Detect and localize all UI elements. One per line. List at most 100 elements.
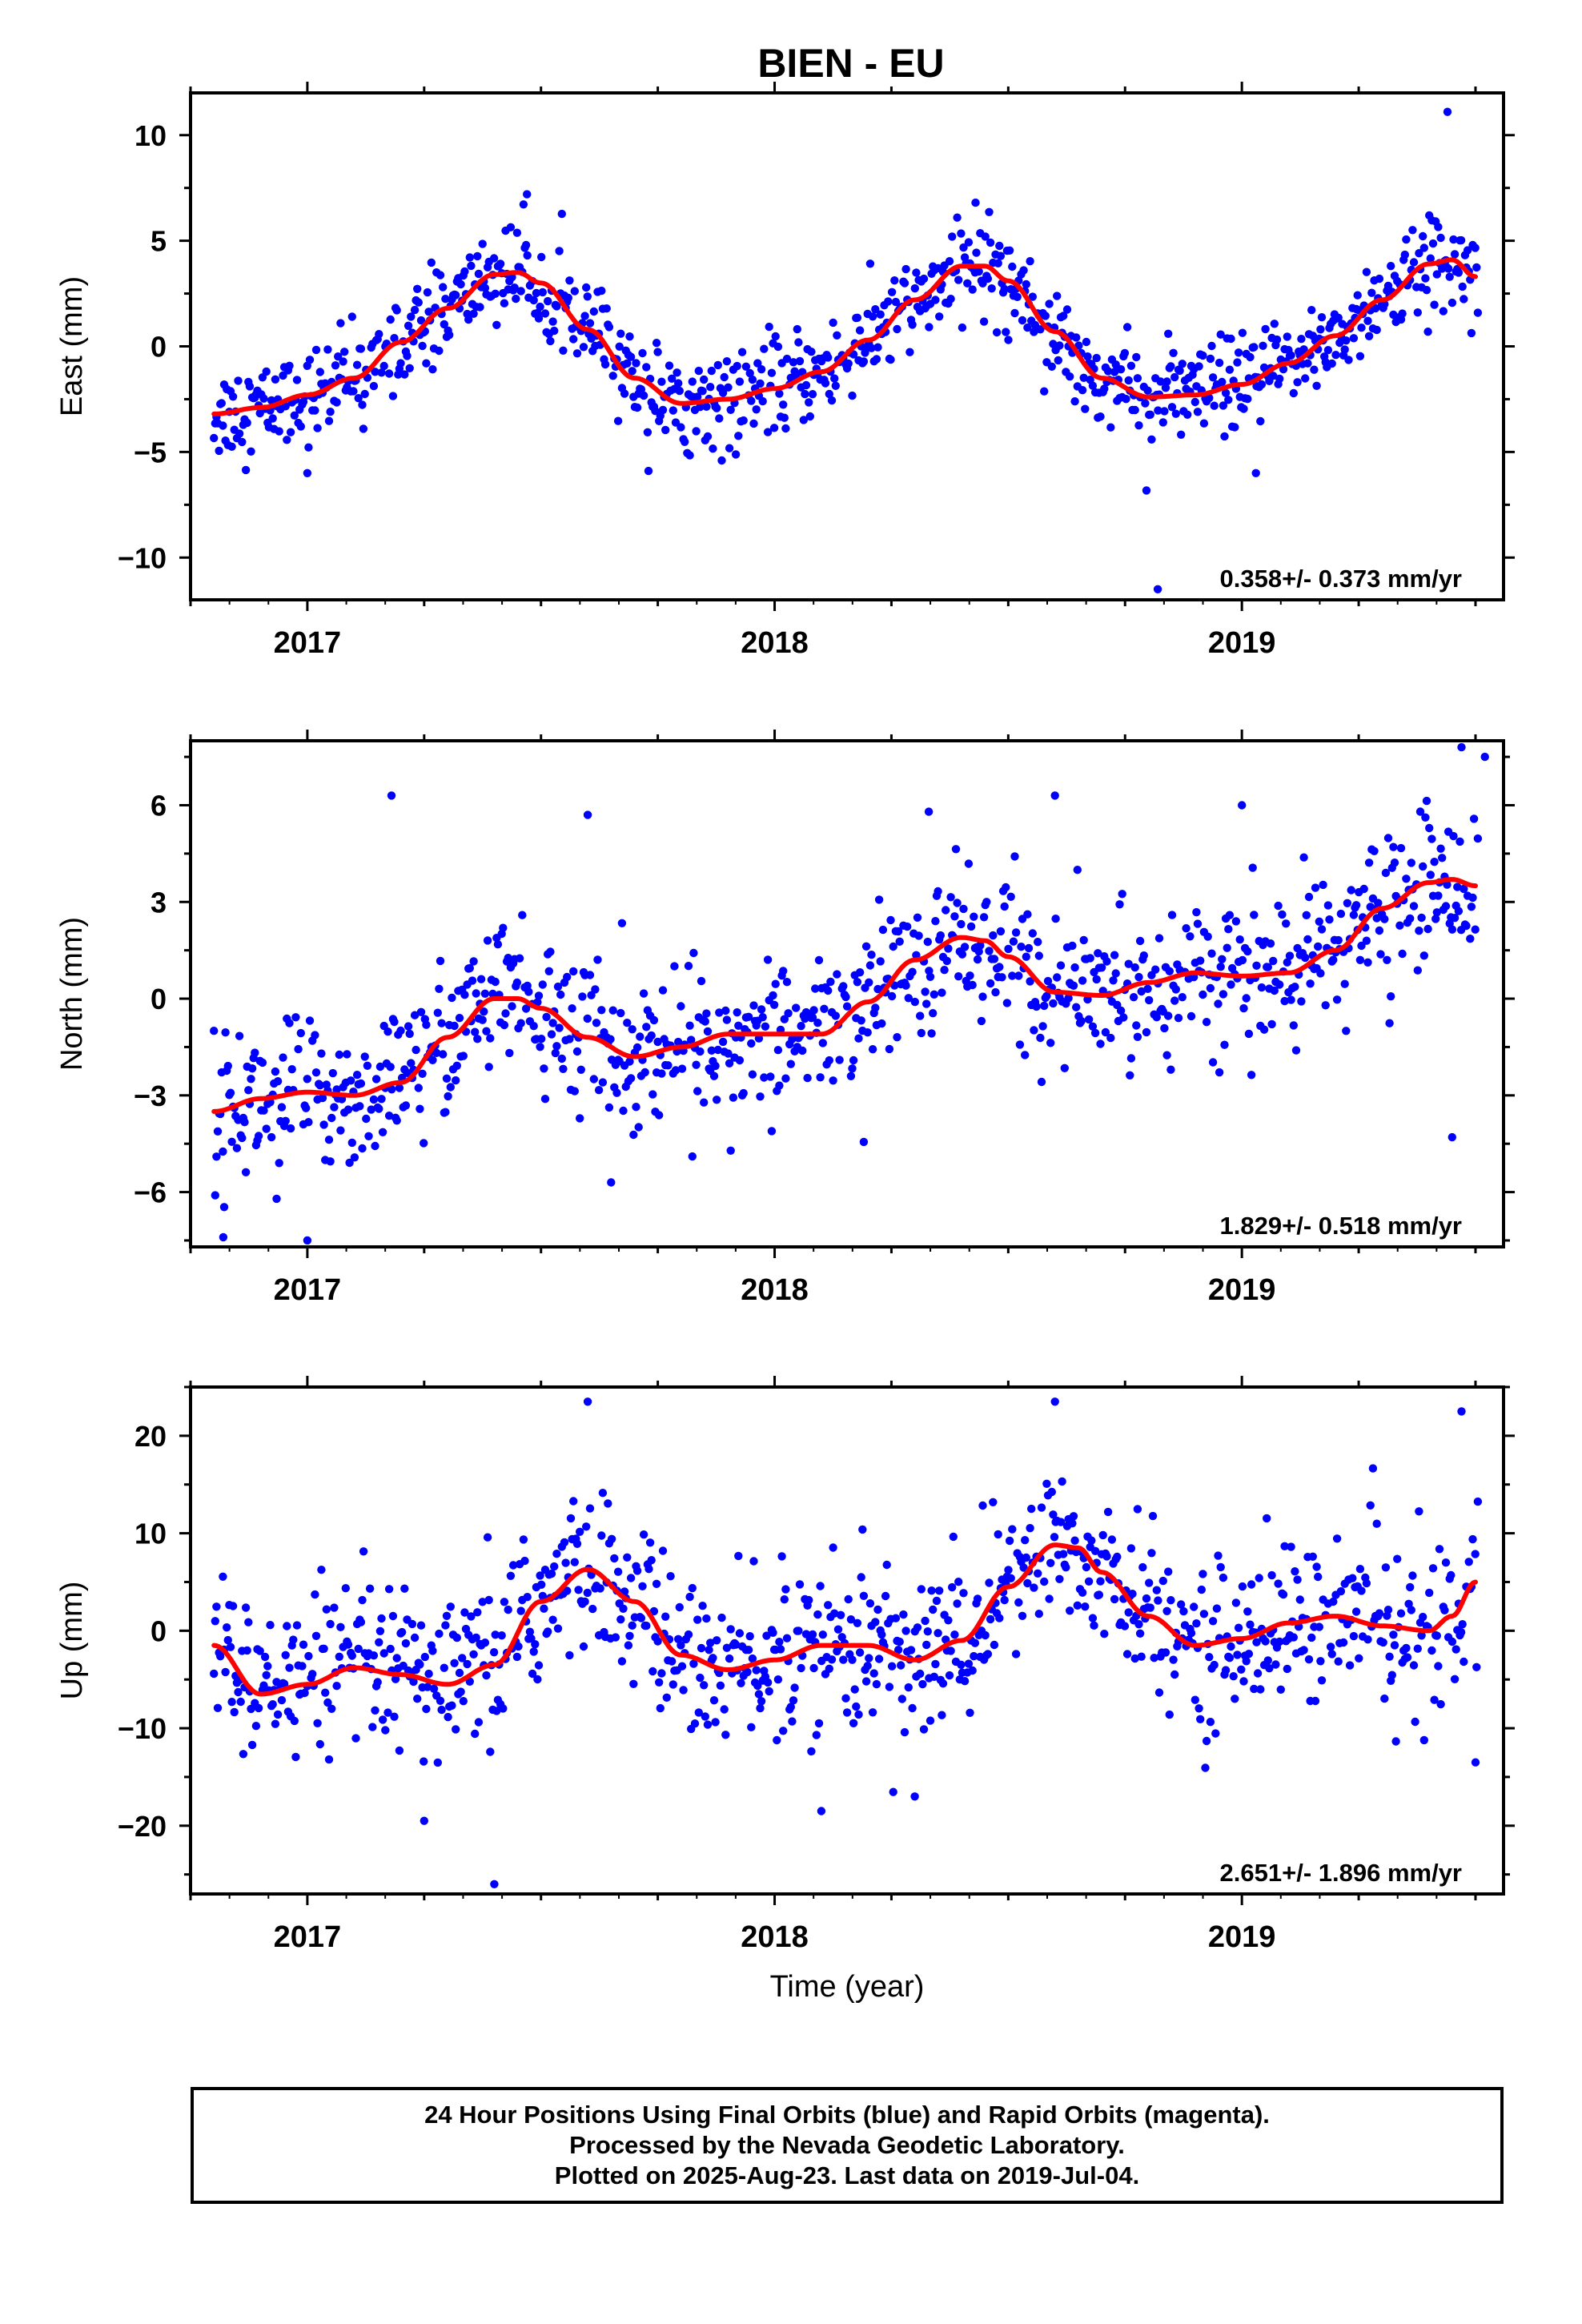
east-data-point (476, 303, 484, 312)
up-data-point (1216, 1562, 1225, 1572)
up-data-point (1014, 1598, 1023, 1607)
up-data-point (794, 1626, 803, 1635)
up-data-point (1242, 1657, 1251, 1666)
north-data-point (878, 925, 888, 935)
north-data-point (953, 899, 962, 907)
up-data-point (534, 1661, 544, 1670)
up-data-point (1205, 1653, 1214, 1662)
north-data-point (841, 992, 850, 1002)
north-data-point (959, 904, 968, 914)
east-data-point (1243, 394, 1252, 404)
up-data-point (1158, 1576, 1168, 1586)
east-data-point (698, 387, 707, 396)
up-data-point (313, 1719, 322, 1727)
north-data-point (536, 1043, 544, 1051)
north-data-point (1070, 963, 1079, 972)
north-data-point (1126, 1054, 1136, 1063)
north-data-point (330, 1103, 339, 1112)
north-data-point (1243, 947, 1252, 956)
north-data-point (371, 1075, 381, 1084)
up-data-point (753, 1681, 762, 1691)
north-data-point (367, 1105, 375, 1114)
north-data-point (1385, 1019, 1394, 1027)
up-data-point (917, 1585, 926, 1594)
east-data-point (1310, 365, 1319, 374)
up-data-point (1084, 1577, 1094, 1586)
north-data-point (842, 1002, 852, 1011)
up-data-point (1244, 1650, 1254, 1659)
north-data-point (1316, 969, 1325, 978)
north-data-point (1325, 915, 1334, 924)
north-data-point (1096, 1039, 1105, 1048)
up-data-point (1419, 1735, 1429, 1745)
east-data-point (1054, 356, 1063, 365)
up-data-point (1430, 1695, 1439, 1704)
east-data-point (702, 402, 711, 411)
north-data-point (375, 1062, 385, 1072)
north-data-point (1323, 901, 1333, 910)
east-data-point (478, 239, 487, 248)
east-data-point (959, 243, 968, 252)
east-data-point (407, 312, 416, 321)
up-data-point (292, 1621, 302, 1630)
east-data-point (564, 293, 572, 303)
up-data-point (1243, 1607, 1252, 1616)
up-data-point (277, 1695, 287, 1705)
east-data-point (440, 320, 448, 329)
up-data-point (1417, 1631, 1426, 1640)
north-data-point (604, 1103, 614, 1112)
east-data-point (779, 400, 788, 409)
east-data-point (747, 396, 756, 405)
up-data-point (954, 1578, 963, 1586)
east-data-point (613, 416, 623, 425)
north-data-point (758, 1013, 767, 1022)
north-data-point (335, 1050, 343, 1059)
east-data-point (1349, 334, 1359, 343)
east-data-point (334, 352, 343, 361)
north-data-point (1182, 924, 1191, 933)
north-data-point (304, 1118, 313, 1127)
north-data-point (1051, 915, 1060, 923)
north-data-point (608, 1006, 617, 1015)
north-data-point (1301, 953, 1310, 963)
up-data-point (1094, 1590, 1104, 1599)
north-data-point (486, 1034, 495, 1043)
up-data-point (490, 1880, 499, 1888)
up-data-point (1073, 1601, 1082, 1610)
up-data-point (500, 1598, 509, 1606)
north-data-point (857, 1016, 865, 1025)
east-data-point (1207, 341, 1216, 351)
north-data-point (315, 1081, 324, 1090)
up-data-point (538, 1591, 547, 1601)
up-data-point (463, 1659, 472, 1669)
north-data-point (696, 1047, 705, 1056)
east-fit-curve (211, 257, 1478, 416)
east-data-point (1400, 250, 1410, 259)
up-data-point (373, 1678, 382, 1687)
up-data-point (1068, 1519, 1077, 1528)
up-data-point (669, 1680, 677, 1689)
north-data-point (1142, 1027, 1151, 1037)
north-data-point (895, 937, 904, 947)
up-data-point (780, 1595, 789, 1604)
north-data-point (521, 1004, 531, 1013)
up-data-point (383, 1708, 392, 1717)
north-data-point (692, 1060, 701, 1069)
north-data-point (1315, 917, 1324, 927)
east-data-point (958, 323, 967, 332)
up-data-point (1334, 1657, 1343, 1666)
north-data-point (1078, 976, 1087, 985)
east-data-point (657, 377, 666, 386)
up-data-point (825, 1664, 834, 1673)
up-data-point (347, 1651, 356, 1660)
up-data-point (368, 1723, 377, 1731)
north-data-point (813, 1019, 822, 1027)
north-data-point (979, 913, 989, 922)
east-data-point (565, 276, 574, 285)
north-data-point (757, 1005, 766, 1014)
north-data-point (392, 1116, 401, 1125)
up-data-point (379, 1649, 388, 1658)
north-data-point (1036, 1033, 1045, 1043)
east-data-point (945, 257, 954, 266)
up-data-point (833, 1625, 843, 1634)
